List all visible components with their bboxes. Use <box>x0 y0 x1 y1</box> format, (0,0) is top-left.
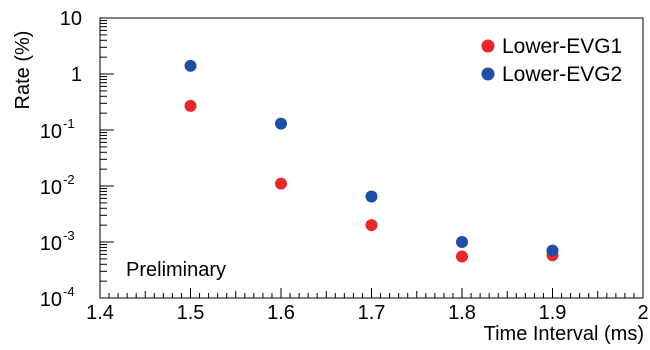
x-tick-label: 1.5 <box>177 302 205 324</box>
y-tick-exponent: -4 <box>63 284 75 299</box>
data-point <box>275 177 287 190</box>
legend-marker <box>481 67 495 81</box>
data-point <box>365 190 378 203</box>
legend: Lower-EVG1 Lower-EVG2 <box>481 35 622 86</box>
data-point <box>456 236 468 248</box>
y-tick-label: 10 <box>60 8 82 30</box>
y-tick-exponent: -2 <box>63 172 75 187</box>
x-tick-label: 2 <box>637 302 648 324</box>
series-lower-evg2 <box>184 59 559 257</box>
data-point <box>275 117 287 130</box>
y-tick-label: 1 <box>71 64 82 86</box>
y-tick-label: 10 <box>40 289 62 311</box>
legend-label: Lower-EVG1 <box>502 35 622 58</box>
legend-label: Lower-EVG2 <box>502 63 622 86</box>
y-tick-exponent: -3 <box>63 228 75 243</box>
y-tick-exponent: -1 <box>63 116 75 131</box>
data-point <box>546 244 559 257</box>
legend-marker <box>481 39 495 53</box>
x-axis-label: Time Interval (ms) <box>484 323 644 345</box>
y-axis-label: Rate (%) <box>12 31 34 110</box>
data-point <box>184 99 197 112</box>
data-point <box>365 219 378 232</box>
data-points <box>184 59 559 263</box>
y-tick-label: 10 <box>40 121 62 143</box>
y-tick-label: 10 <box>40 177 62 199</box>
x-tick-label: 1.4 <box>86 302 114 324</box>
data-point <box>184 59 197 72</box>
annotation-preliminary: Preliminary <box>126 259 226 281</box>
y-tick-label: 10 <box>40 233 62 255</box>
x-tick-label: 1.8 <box>448 302 476 324</box>
x-tick-label: 1.6 <box>267 302 295 324</box>
data-point <box>456 250 468 263</box>
x-tick-label: 1.7 <box>358 302 386 324</box>
x-tick-label: 1.9 <box>539 302 567 324</box>
